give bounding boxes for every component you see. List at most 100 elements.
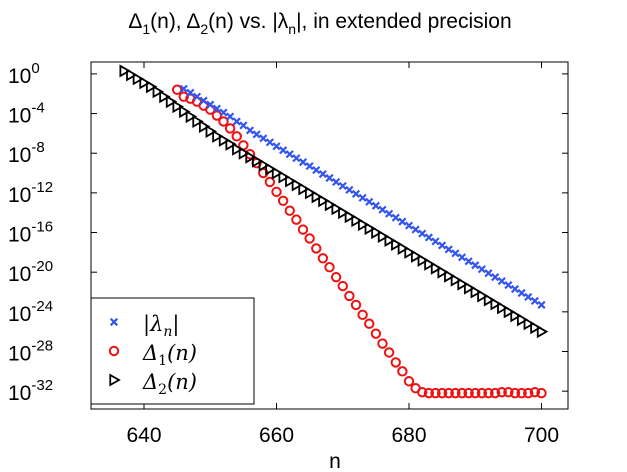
point-s2-665 xyxy=(304,186,317,200)
title-delta1-base: Δ xyxy=(128,10,142,33)
point-s2-674 xyxy=(364,222,377,236)
point-s0-662 xyxy=(285,150,294,159)
point-s2-640 xyxy=(139,76,151,90)
point-s1-659 xyxy=(264,176,276,188)
point-s0-678 xyxy=(391,213,400,222)
point-s2-641 xyxy=(145,80,158,94)
point-s1-663 xyxy=(291,214,302,225)
point-s1-674 xyxy=(364,318,375,329)
y-tick-base: 10 xyxy=(8,144,31,167)
point-s1-684 xyxy=(430,387,441,399)
point-s0-659 xyxy=(265,138,274,147)
point-s0-675 xyxy=(371,201,380,210)
y-tick-base: 10 xyxy=(8,382,31,405)
series-2 xyxy=(119,64,549,339)
y-tick-exponent: -8 xyxy=(31,139,44,156)
point-s2-670 xyxy=(338,206,350,220)
y-tick-base: 10 xyxy=(8,263,31,286)
point-s0-672 xyxy=(351,189,361,198)
point-s0-695 xyxy=(504,280,513,290)
legend-lambda-post: | xyxy=(172,312,179,337)
title-lambda-sub: n xyxy=(288,21,296,37)
data-layer xyxy=(119,64,549,399)
point-s2-690 xyxy=(470,285,483,299)
point-s1-697 xyxy=(516,387,527,399)
x-tick-label-680: 680 xyxy=(391,424,426,447)
point-s2-696 xyxy=(510,309,522,323)
point-s2-691 xyxy=(477,289,489,303)
point-s0-666 xyxy=(312,165,321,175)
point-s1-669 xyxy=(330,271,342,283)
point-s2-671 xyxy=(344,210,357,224)
point-s1-676 xyxy=(377,338,388,349)
chart-title: Δ1(n), Δ2(n) vs. |λn|, in extended preci… xyxy=(128,10,511,37)
point-s2-664 xyxy=(298,182,310,196)
point-s1-668 xyxy=(324,262,335,273)
point-s2-666 xyxy=(311,190,324,204)
point-s1-678 xyxy=(390,357,401,368)
point-s0-646 xyxy=(179,84,188,93)
y-tick-exponent: -20 xyxy=(31,258,53,275)
series-0 xyxy=(179,84,546,309)
y-tick-exponent: -16 xyxy=(31,219,53,236)
point-s2-681 xyxy=(410,249,423,263)
point-s2-657 xyxy=(251,154,264,168)
tick-labels: 640 660 680 70010010-410-810-1210-1610-2010… xyxy=(8,60,559,447)
point-s1-687 xyxy=(450,387,461,399)
point-s2-675 xyxy=(371,225,383,240)
point-s0-698 xyxy=(524,292,533,302)
point-s1-675 xyxy=(370,328,382,339)
point-s2-638 xyxy=(126,68,138,82)
title-delta1-rest: (n), xyxy=(150,10,186,33)
point-s2-683 xyxy=(424,257,436,271)
y-tick-label--4: 10-4 xyxy=(8,100,45,128)
point-s1-673 xyxy=(357,309,368,321)
y-tick-base: 10 xyxy=(8,303,31,326)
point-s2-677 xyxy=(384,233,396,248)
point-s2-699 xyxy=(530,321,542,335)
point-s2-656 xyxy=(245,150,257,164)
point-s1-662 xyxy=(284,205,295,216)
point-s0-663 xyxy=(292,154,301,163)
x-axis-label: n xyxy=(329,450,341,472)
point-s0-660 xyxy=(272,142,281,151)
point-s2-669 xyxy=(331,202,343,216)
point-s0-658 xyxy=(259,134,268,143)
point-s1-700 xyxy=(536,387,547,399)
point-s0-679 xyxy=(398,217,407,226)
point-s0-651 xyxy=(212,104,221,113)
point-s1-664 xyxy=(297,224,309,235)
y-tick-exponent: -28 xyxy=(31,337,53,354)
point-s2-658 xyxy=(258,158,271,172)
y-tick-base: 10 xyxy=(8,65,31,88)
point-s0-669 xyxy=(332,177,341,187)
point-s2-676 xyxy=(377,229,390,244)
y-tick-base: 10 xyxy=(8,224,31,247)
point-s2-700 xyxy=(536,325,549,339)
point-s0-674 xyxy=(365,197,374,206)
point-s0-654 xyxy=(232,117,241,126)
legend-delta1-post: (n) xyxy=(167,341,197,365)
point-s2-643 xyxy=(159,90,171,104)
point-s2-684 xyxy=(430,261,443,275)
point-s0-697 xyxy=(517,288,526,298)
series-1 xyxy=(171,84,547,399)
point-s2-655 xyxy=(238,146,251,160)
point-s2-680 xyxy=(404,245,416,259)
legend-label-lambda: |λn| xyxy=(143,312,180,340)
y-tick-base: 10 xyxy=(8,342,31,365)
point-s0-694 xyxy=(497,277,506,286)
point-s2-660 xyxy=(271,166,284,180)
point-s2-682 xyxy=(417,253,430,267)
legend-marker-2 xyxy=(109,373,121,387)
point-s0-676 xyxy=(378,205,387,214)
point-s0-665 xyxy=(305,162,314,171)
point-s2-646 xyxy=(179,105,191,119)
point-s1-670 xyxy=(337,280,348,292)
point-s1-692 xyxy=(483,387,494,399)
point-s0-689 xyxy=(464,257,473,266)
point-s2-698 xyxy=(523,317,536,331)
y-tick-exponent: -24 xyxy=(31,298,53,315)
point-s1-688 xyxy=(456,387,468,399)
y-tick-label--24: 10-24 xyxy=(8,298,53,326)
